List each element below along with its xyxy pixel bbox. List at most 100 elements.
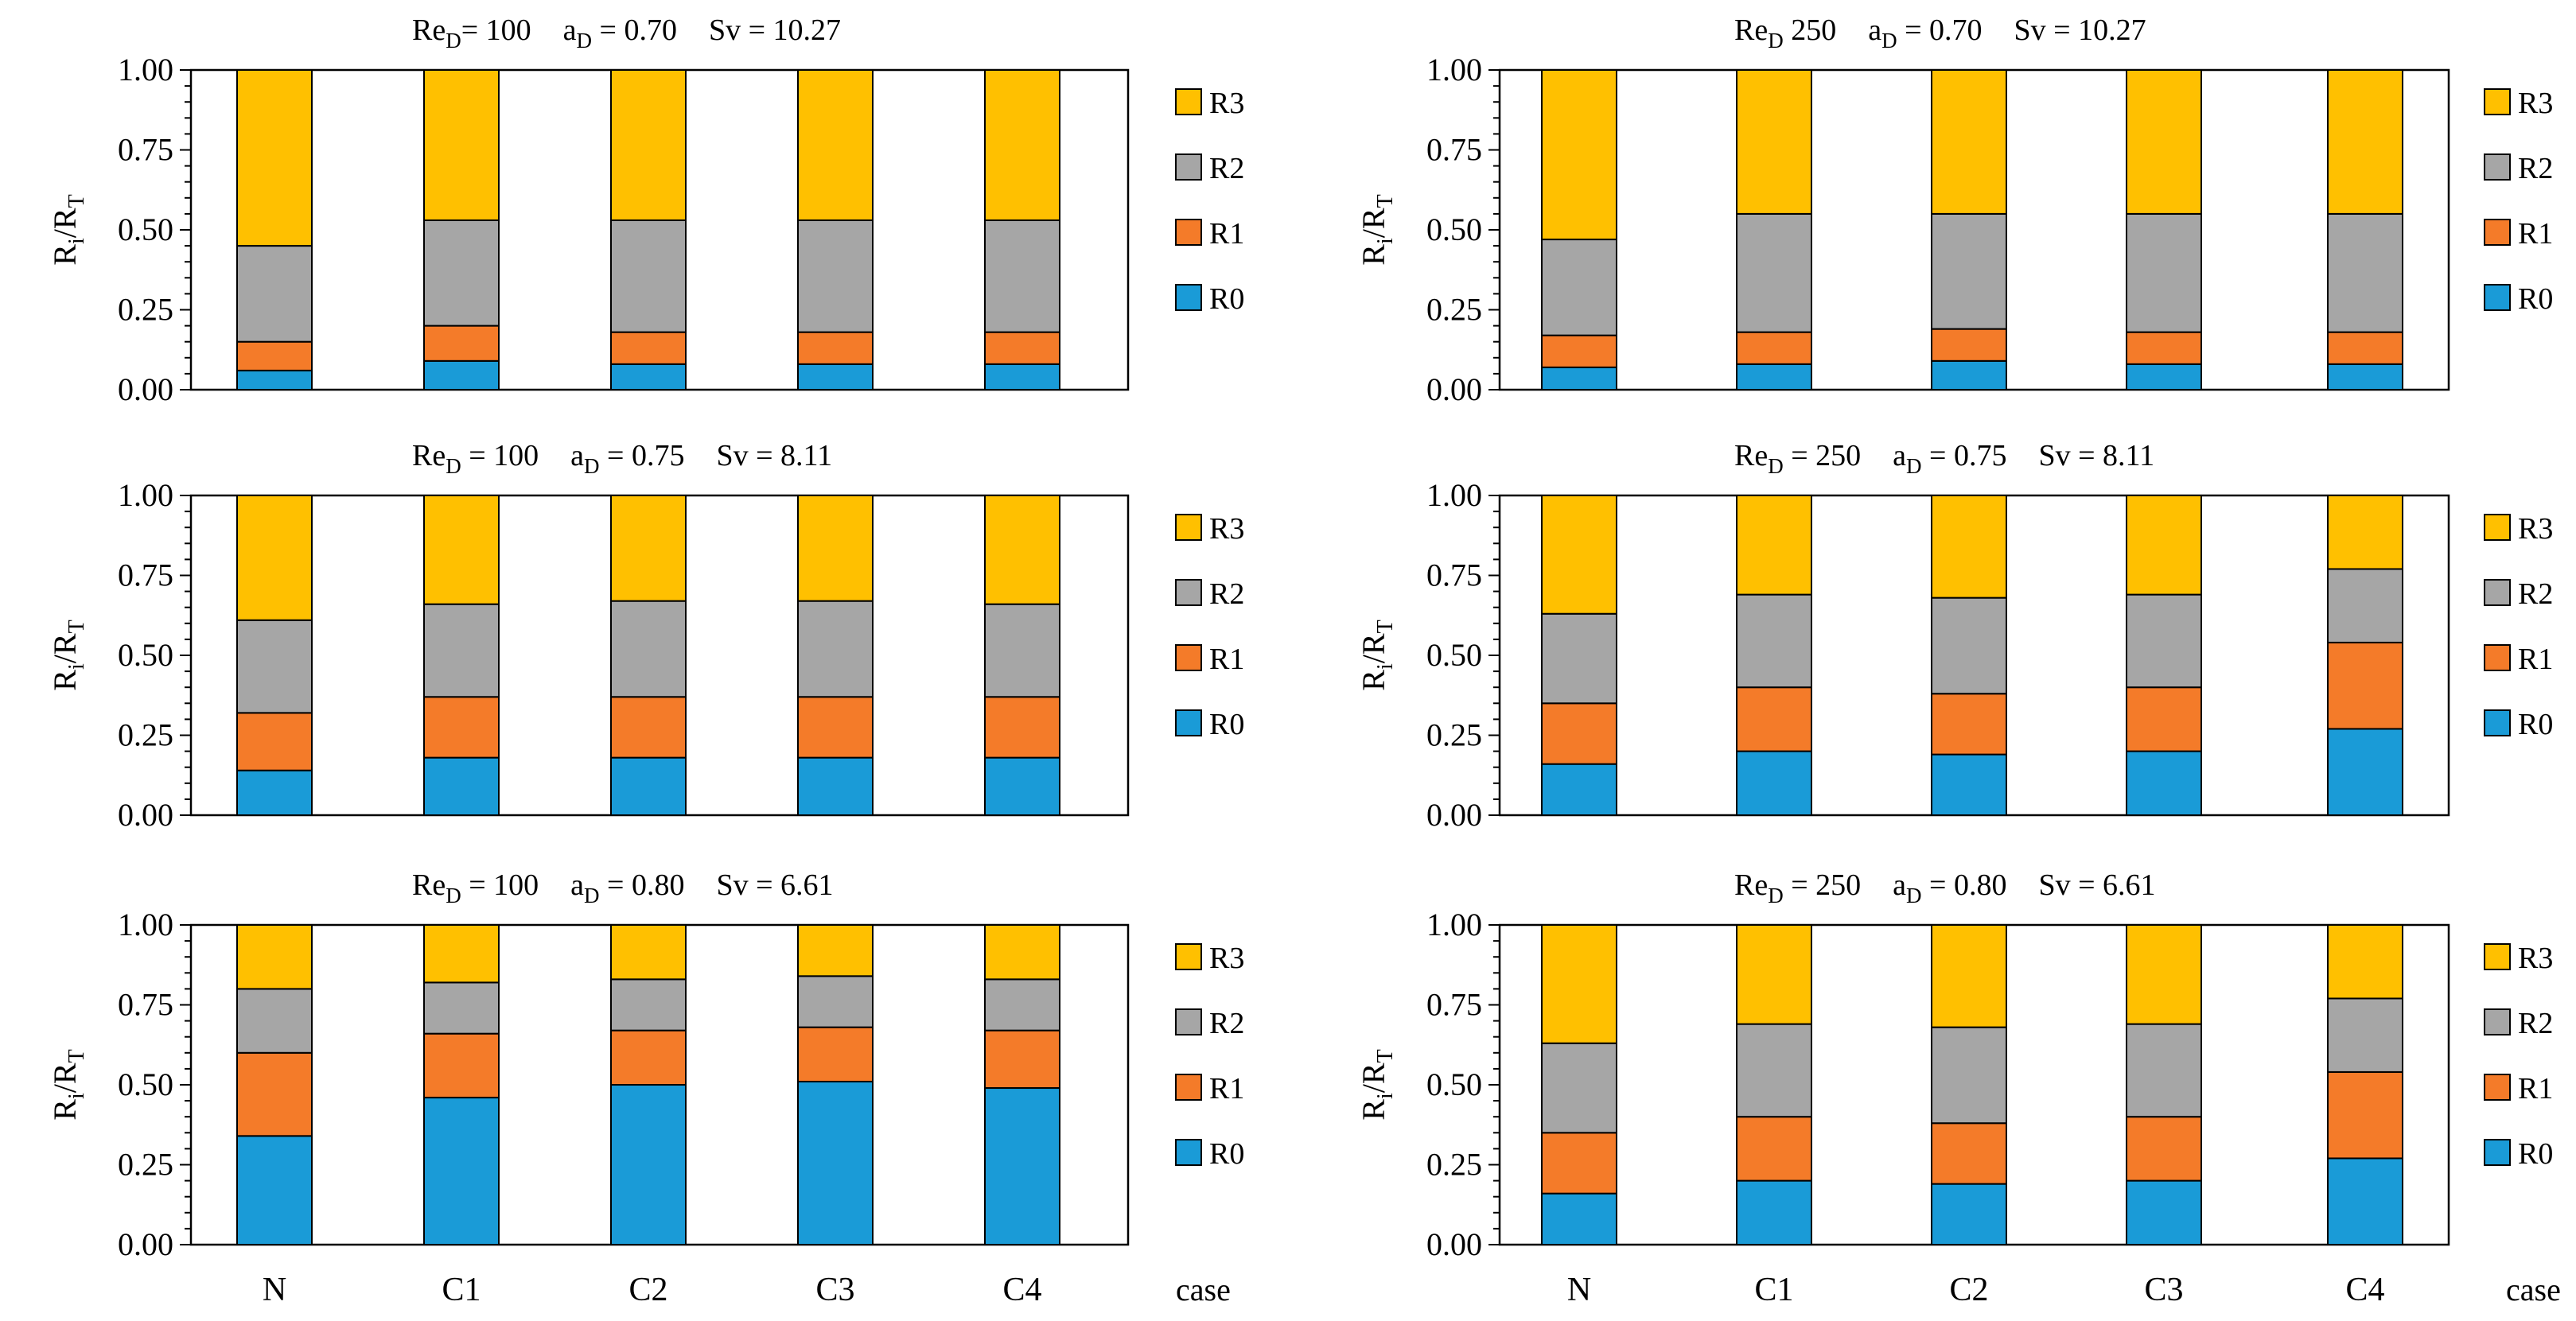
- title-a-value: = 0.70: [1897, 14, 1983, 47]
- y-tick-label: 1.00: [1426, 52, 1482, 87]
- bar-r0-c4: [2327, 1157, 2403, 1245]
- bar-r0-c2: [1931, 1183, 2007, 1245]
- legend-label-r2: R2: [2518, 1007, 2553, 1040]
- title-re: Re: [1734, 14, 1768, 47]
- legend-label-r3: R3: [1209, 942, 1244, 975]
- legend-swatch-r3: [1175, 514, 1202, 541]
- y-tick-label: 0.75: [118, 558, 173, 593]
- legend-label-r2: R2: [1209, 1007, 1244, 1040]
- y-tick-label: 0.00: [118, 797, 173, 833]
- chart-panel-2: ReD 250 aD = 0.70 Sv = 10.270.000.250.500.…: [1356, 14, 2553, 407]
- ylabel-sub-t: T: [1373, 194, 1398, 208]
- bar-r0-c3: [2126, 363, 2202, 390]
- bar-r1-c3: [797, 331, 874, 365]
- legend-swatch-r0: [1175, 284, 1202, 311]
- bar-r2-c1: [1736, 212, 1812, 333]
- bar-r0-c1: [423, 359, 500, 391]
- bar-r2-c4: [984, 603, 1060, 698]
- title-re-value: = 250: [1784, 439, 1861, 472]
- bar-r3-c1: [1736, 495, 1812, 596]
- x-tick-label: N: [1567, 1272, 1591, 1308]
- chart-panel-4: ReD = 250 aD = 0.75 Sv = 8.110.000.250.500…: [1356, 439, 2553, 833]
- title-a-sub: D: [1881, 29, 1897, 52]
- x-tick-label: C4: [2345, 1272, 2384, 1308]
- bar-r3-n: [1541, 495, 1617, 615]
- bar-r0-n: [236, 369, 313, 391]
- bar-r3-c2: [610, 924, 687, 981]
- ylabel-r: R: [1356, 244, 1391, 266]
- y-tick-label: 0.00: [118, 1226, 173, 1262]
- legend-label-r3: R3: [2518, 512, 2553, 546]
- ylabel-sub-t: T: [1373, 1049, 1398, 1063]
- title-a-sub: D: [584, 884, 600, 907]
- bar-r2-n: [236, 619, 313, 714]
- bar-r0-c1: [423, 756, 500, 817]
- bar-r3-n: [1541, 69, 1617, 241]
- title-a-value: = 0.75: [600, 439, 685, 472]
- bar-r3-c2: [1931, 924, 2007, 1028]
- title-sv: Sv = 10.27: [2014, 14, 2146, 47]
- bar-r2-c1: [423, 981, 500, 1035]
- title-a: a: [1868, 14, 1881, 47]
- bar-r3-n: [236, 69, 313, 247]
- bar-r2-c1: [1736, 593, 1812, 689]
- y-tick-label: 0.50: [1426, 637, 1482, 673]
- legend-label-r1: R1: [2518, 217, 2553, 251]
- bar-r1-n: [1541, 334, 1617, 368]
- y-tick-label: 1.00: [118, 907, 173, 942]
- bar-r0-c3: [797, 363, 874, 390]
- title-re: Re: [412, 439, 446, 472]
- y-tick-label: 1.00: [118, 52, 173, 87]
- y-axis-label: Ri/RT: [47, 1049, 89, 1120]
- x-tick-label: C2: [628, 1272, 667, 1308]
- title-a: a: [1893, 439, 1906, 472]
- legend-swatch-r3: [2484, 88, 2511, 115]
- bar-r3-n: [1541, 924, 1617, 1044]
- title-a-sub: D: [1906, 454, 1922, 478]
- bar-r1-c1: [1736, 686, 1812, 752]
- y-axis-label: Ri/RT: [1356, 1049, 1398, 1120]
- ylabel-slash-r: /R: [1356, 1063, 1391, 1093]
- chart-panel-1: ReD= 100 aD = 0.70 Sv = 10.270.000.250.500…: [47, 14, 1244, 407]
- title-a-sub: D: [584, 454, 600, 478]
- y-tick-label: 0.25: [1426, 292, 1482, 328]
- bar-r1-c3: [797, 1026, 874, 1082]
- ylabel-sub-t: T: [1373, 620, 1398, 633]
- y-tick-label: 0.50: [118, 212, 173, 247]
- bar-r2-c4: [2327, 212, 2403, 333]
- bar-r2-c2: [610, 978, 687, 1032]
- title-sv: Sv = 10.27: [709, 14, 841, 47]
- bar-r3-c2: [610, 495, 687, 602]
- bar-r1-c1: [1736, 331, 1812, 365]
- panel-title: ReD = 250 aD = 0.75 Sv = 8.11: [1734, 439, 2154, 478]
- legend-label-r3: R3: [2518, 942, 2553, 975]
- title-re-sub: D: [1768, 454, 1784, 478]
- legend-swatch-r3: [2484, 514, 2511, 541]
- bar-r2-c4: [2327, 997, 2403, 1073]
- legend-label-r2: R2: [1209, 577, 1244, 611]
- legend-label-r0: R0: [2518, 708, 2553, 741]
- x-tick-label: C1: [1754, 1272, 1793, 1308]
- bar-r0-c2: [610, 363, 687, 390]
- legend-label-r0: R0: [2518, 282, 2553, 316]
- title-re-sub: D: [446, 29, 461, 52]
- bar-r0-n: [1541, 763, 1617, 816]
- title-a-sub: D: [577, 29, 593, 52]
- legend-swatch-r0: [1175, 709, 1202, 736]
- bar-r2-n: [236, 245, 313, 343]
- bar-r0-c2: [610, 756, 687, 817]
- bar-r3-n: [236, 924, 313, 990]
- bar-r2-c4: [984, 978, 1060, 1032]
- bar-r2-c3: [2126, 212, 2202, 333]
- ylabel-r: R: [47, 670, 83, 691]
- title-re-value: = 100: [461, 14, 531, 47]
- x-axis-label: case: [1176, 1272, 1231, 1307]
- bar-r3-c3: [797, 69, 874, 221]
- ylabel-sub-i: i: [1373, 663, 1398, 670]
- y-tick-label: 0.00: [118, 371, 173, 407]
- title-re-sub: D: [446, 884, 461, 907]
- bar-r3-c1: [1736, 69, 1812, 215]
- bar-r1-c3: [2126, 686, 2202, 752]
- y-tick-label: 0.00: [1426, 797, 1482, 833]
- title-re-value: 250: [1784, 14, 1837, 47]
